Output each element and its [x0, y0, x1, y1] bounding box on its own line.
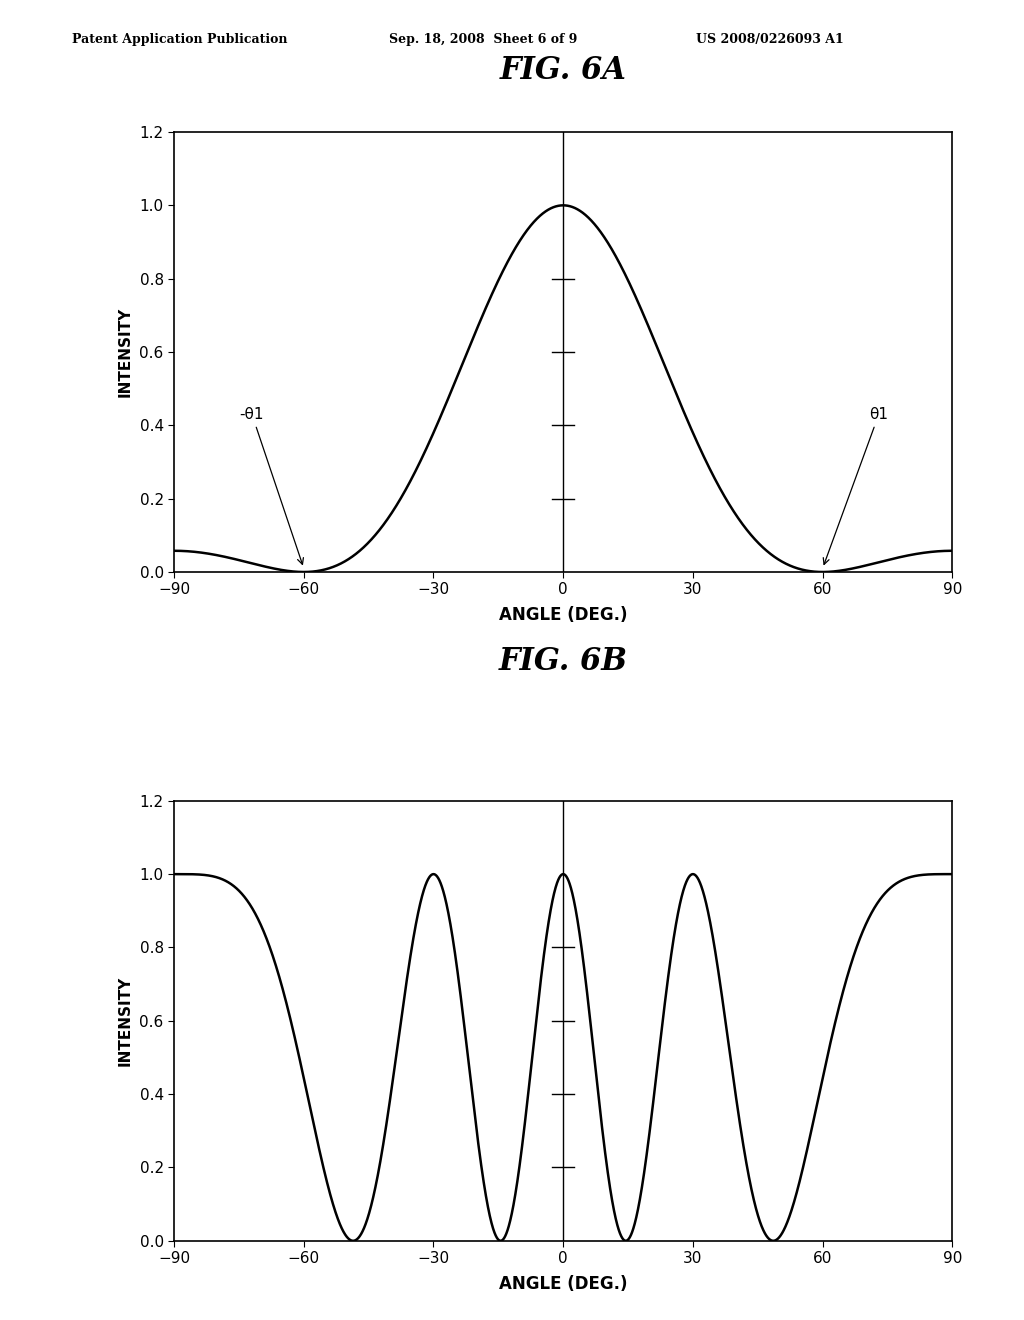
- Text: US 2008/0226093 A1: US 2008/0226093 A1: [696, 33, 844, 46]
- X-axis label: ANGLE (DEG.): ANGLE (DEG.): [499, 1275, 628, 1292]
- Text: Patent Application Publication: Patent Application Publication: [72, 33, 287, 46]
- Text: Sep. 18, 2008  Sheet 6 of 9: Sep. 18, 2008 Sheet 6 of 9: [389, 33, 578, 46]
- Text: FIG. 6A: FIG. 6A: [500, 55, 627, 86]
- Text: -θ1: -θ1: [240, 407, 303, 565]
- Y-axis label: INTENSITY: INTENSITY: [118, 975, 132, 1067]
- X-axis label: ANGLE (DEG.): ANGLE (DEG.): [499, 606, 628, 624]
- Text: θ1: θ1: [823, 407, 888, 565]
- Text: FIG. 6B: FIG. 6B: [499, 647, 628, 677]
- Y-axis label: INTENSITY: INTENSITY: [118, 306, 132, 397]
